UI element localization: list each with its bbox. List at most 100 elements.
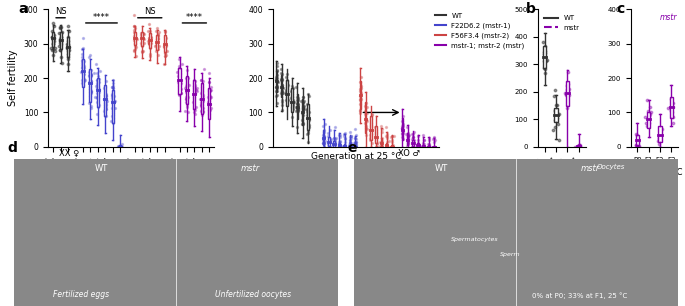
Point: [92, 70, 103, 75]
Point: [153, 47, 164, 52]
Point: [188, 94, 199, 99]
FancyBboxPatch shape: [543, 47, 547, 69]
Point: [550, 87, 561, 92]
Point: [319, 134, 329, 139]
Point: [371, 144, 382, 149]
Point: [417, 144, 428, 149]
Point: [77, 63, 88, 68]
Point: [277, 99, 288, 104]
Point: [575, 143, 586, 148]
Point: [47, 47, 58, 51]
Point: [382, 132, 393, 136]
Point: [108, 99, 119, 104]
Point: [643, 108, 654, 113]
Legend: WT, F22D6.2 (mstr-1), F56F3.4 (mstr-2), mstr-1; mstr-2 (mstr): WT, F22D6.2 (mstr-1), F56F3.4 (mstr-2), …: [432, 10, 527, 51]
FancyBboxPatch shape: [338, 144, 340, 147]
Point: [46, 45, 57, 50]
Point: [205, 102, 216, 106]
Point: [356, 75, 366, 80]
Point: [286, 100, 297, 105]
Point: [429, 144, 440, 149]
Point: [324, 144, 335, 149]
Point: [334, 139, 345, 144]
Point: [53, 43, 64, 48]
Point: [413, 142, 424, 147]
FancyBboxPatch shape: [179, 68, 181, 94]
Point: [329, 140, 340, 145]
Point: [101, 95, 112, 100]
Point: [107, 99, 118, 104]
Point: [653, 137, 664, 142]
Point: [129, 48, 140, 53]
Point: [366, 123, 377, 128]
Point: [79, 77, 90, 82]
Point: [377, 138, 388, 143]
Point: [86, 78, 97, 83]
Point: [633, 136, 644, 141]
Point: [49, 33, 60, 38]
Point: [197, 107, 208, 112]
Point: [302, 132, 313, 136]
Point: [136, 42, 147, 47]
Point: [77, 65, 88, 69]
Point: [418, 140, 429, 145]
Point: [318, 141, 329, 146]
Point: [203, 89, 214, 94]
Point: [276, 88, 287, 93]
Point: [356, 83, 366, 88]
Point: [153, 53, 164, 58]
Point: [85, 68, 96, 73]
Point: [668, 121, 679, 125]
Point: [136, 43, 147, 48]
Point: [386, 135, 397, 140]
Point: [181, 87, 192, 92]
Point: [412, 133, 423, 138]
Point: [345, 144, 356, 149]
Point: [371, 139, 382, 144]
Text: Fertilized eggs: Fertilized eggs: [53, 290, 109, 299]
Point: [412, 144, 423, 149]
Point: [172, 70, 183, 75]
Point: [56, 29, 67, 34]
Point: [328, 144, 339, 149]
Point: [281, 98, 292, 103]
Point: [403, 132, 414, 137]
Point: [653, 136, 664, 140]
Point: [349, 143, 360, 148]
Point: [381, 144, 392, 149]
Point: [562, 106, 573, 110]
Point: [85, 86, 96, 91]
Point: [142, 29, 153, 34]
Point: [108, 85, 119, 90]
Point: [302, 102, 313, 107]
Point: [318, 141, 329, 146]
Point: [365, 144, 376, 149]
Point: [129, 38, 140, 43]
Point: [366, 141, 377, 146]
Point: [153, 37, 164, 42]
Point: [424, 144, 435, 149]
Text: NS: NS: [55, 7, 66, 16]
Point: [354, 97, 365, 102]
Point: [282, 96, 292, 101]
Point: [276, 84, 287, 89]
Point: [667, 109, 677, 114]
Point: [631, 143, 642, 148]
Point: [349, 144, 360, 149]
Point: [174, 71, 185, 76]
Point: [644, 111, 655, 116]
Point: [288, 101, 299, 106]
Point: [108, 113, 119, 118]
Point: [175, 87, 186, 91]
Point: [302, 107, 313, 112]
FancyBboxPatch shape: [360, 81, 361, 109]
Point: [144, 41, 155, 46]
Point: [371, 130, 382, 135]
Point: [365, 121, 376, 125]
Point: [323, 141, 334, 146]
Point: [540, 50, 551, 55]
Point: [381, 133, 392, 138]
Point: [115, 144, 126, 149]
Point: [116, 144, 127, 149]
Point: [655, 131, 666, 136]
